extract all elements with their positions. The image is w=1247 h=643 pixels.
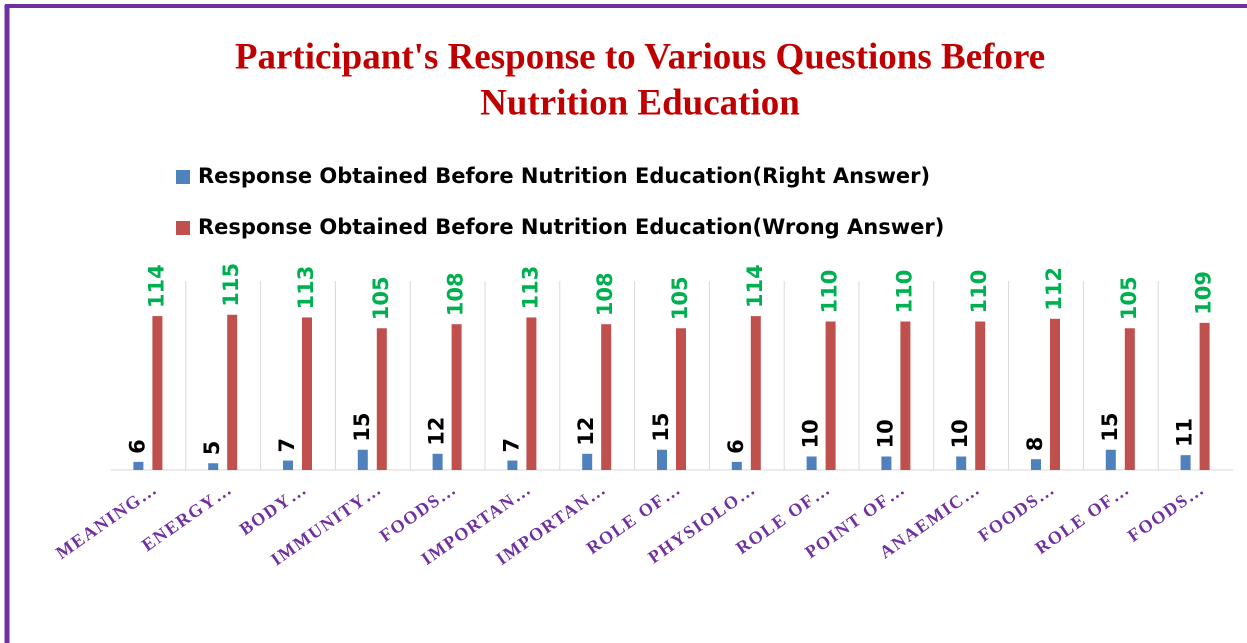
- chart-title: Participant's Response to Various Questi…: [235, 36, 1045, 77]
- bar: [376, 328, 387, 470]
- bar: [526, 317, 537, 470]
- data-label: 105: [369, 276, 393, 320]
- data-label: 115: [219, 263, 243, 307]
- legend-swatch: [176, 221, 190, 235]
- legend-label: Response Obtained Before Nutrition Educa…: [198, 215, 944, 239]
- legend-label: Response Obtained Before Nutrition Educa…: [198, 164, 930, 188]
- bar: [657, 449, 667, 470]
- data-label: 10: [799, 419, 823, 448]
- bar: [806, 456, 817, 470]
- bar: [601, 324, 612, 470]
- bar: [881, 456, 892, 470]
- bar: [582, 453, 593, 470]
- data-label: 113: [518, 266, 542, 310]
- chart-title: Nutrition Education: [480, 82, 800, 123]
- data-label: 110: [892, 270, 916, 314]
- bar: [956, 456, 967, 470]
- data-label: 114: [144, 264, 168, 308]
- bar: [152, 316, 163, 470]
- data-label: 7: [499, 438, 523, 453]
- bar: [825, 321, 836, 470]
- bar: [1124, 328, 1135, 470]
- bar: [900, 321, 911, 470]
- bar: [357, 449, 368, 470]
- data-label: 6: [724, 439, 748, 454]
- legend-swatch: [176, 170, 190, 184]
- bar: [1199, 322, 1210, 470]
- data-label: 7: [275, 438, 299, 453]
- bar: [975, 321, 986, 470]
- data-label: 10: [873, 419, 897, 448]
- data-label: 105: [1117, 276, 1141, 320]
- bar: [1180, 455, 1191, 470]
- data-label: 11: [1173, 418, 1197, 447]
- data-label: 15: [350, 413, 374, 442]
- data-label: 109: [1192, 271, 1216, 315]
- data-label: 8: [1023, 437, 1047, 452]
- bar: [507, 460, 518, 470]
- data-label: 110: [967, 270, 991, 314]
- bar: [731, 461, 742, 470]
- data-label: 108: [444, 272, 468, 316]
- data-label: 5: [200, 441, 224, 456]
- bar: [451, 324, 462, 470]
- data-label: 10: [948, 419, 972, 448]
- data-label: 114: [743, 264, 767, 308]
- data-label: 113: [294, 266, 318, 310]
- bar: [1031, 459, 1041, 470]
- data-label: 6: [125, 439, 149, 454]
- bar: [133, 461, 144, 470]
- data-label: 12: [574, 417, 598, 446]
- data-label: 12: [425, 417, 449, 446]
- data-label: 105: [668, 276, 692, 320]
- bar: [1105, 449, 1116, 470]
- bar: [227, 314, 238, 470]
- data-label: 110: [818, 270, 842, 314]
- data-label: 112: [1042, 267, 1066, 311]
- bar: [208, 463, 219, 470]
- bar: [750, 316, 761, 470]
- data-label: 15: [649, 413, 673, 442]
- bar: [283, 460, 293, 470]
- bar: [676, 328, 686, 470]
- data-label: 108: [593, 272, 617, 316]
- bar: [432, 453, 443, 470]
- data-label: 15: [1098, 413, 1122, 442]
- bar: [302, 317, 312, 470]
- bar: [1050, 318, 1060, 470]
